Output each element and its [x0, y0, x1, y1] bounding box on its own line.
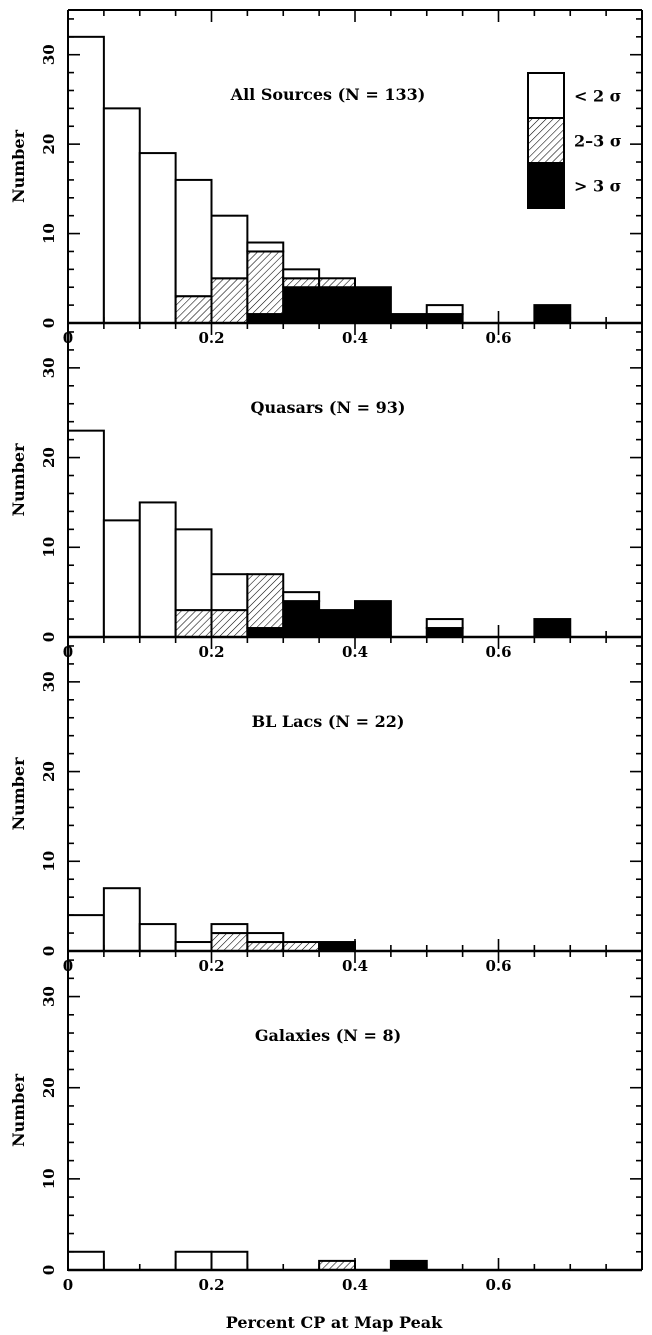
- bar-gt3-bin-7: [318, 286, 356, 325]
- bar-lt2-bin-10: [425, 304, 464, 316]
- bar-lt2-bin-3: [174, 178, 213, 298]
- y-tick-label: 0: [40, 1265, 58, 1275]
- y-tick-label: 20: [40, 447, 58, 468]
- legend-label: < 2 σ: [574, 87, 621, 106]
- x-tick-label: 0.4: [342, 1276, 368, 1294]
- x-tick-label: 0.2: [198, 1276, 224, 1294]
- y-tick-label: 20: [40, 761, 58, 782]
- bar-lt2-bin-4: [210, 573, 249, 612]
- y-tick-label: 30: [40, 44, 58, 65]
- y-tick-label: 20: [40, 1077, 58, 1098]
- y-tick-label: 10: [40, 851, 58, 872]
- x-tick-label: 0.2: [198, 957, 224, 975]
- bar-lt2-bin-4: [210, 923, 249, 935]
- bar-mid-bin-5: [246, 573, 285, 630]
- x-tick-label: 0.4: [342, 643, 368, 661]
- bar-mid-bin-6: [282, 941, 321, 952]
- bar-lt2-bin-1: [102, 887, 141, 953]
- x-tick-label: 0.6: [485, 329, 511, 347]
- bar-lt2-bin-10: [425, 618, 464, 630]
- bar-gt3-bin-7: [318, 609, 356, 638]
- x-tick-label: 0.6: [485, 643, 511, 661]
- bar-mid-bin-4: [210, 277, 249, 324]
- y-tick-label: 0: [40, 946, 58, 956]
- bar-gt3-bin-13: [533, 304, 572, 325]
- bar-lt2-bin-5: [246, 932, 285, 944]
- bar-mid-bin-7: [318, 1259, 356, 1272]
- bar-lt2-bin-6: [282, 591, 321, 603]
- x-tick-label: 0.4: [342, 957, 368, 975]
- bar-gt3-bin-5: [246, 627, 285, 638]
- bar-gt3-bin-6: [282, 286, 321, 325]
- x-axis-label: Percent CP at Map Peak: [226, 1313, 443, 1332]
- bar-lt2-bin-4: [210, 1250, 249, 1272]
- legend-label: 2–3 σ: [574, 132, 622, 151]
- bar-mid-bin-7: [318, 277, 356, 289]
- bar-gt3-bin-7: [318, 941, 356, 952]
- bar-gt3-bin-9: [389, 1259, 428, 1272]
- bar-lt2-bin-1: [102, 107, 141, 324]
- bar-lt2-bin-0: [67, 429, 105, 638]
- legend-swatch: [527, 72, 565, 119]
- bar-mid-bin-5: [246, 941, 285, 952]
- bar-lt2-bin-1: [102, 519, 141, 638]
- bar-lt2-bin-6: [282, 268, 321, 280]
- y-tick-label: 30: [40, 986, 58, 1007]
- bar-gt3-bin-10: [425, 313, 464, 324]
- bar-gt3-bin-9: [389, 313, 428, 324]
- x-tick-label: 0.6: [485, 1276, 511, 1294]
- y-tick-label: 0: [40, 632, 58, 642]
- bar-lt2-bin-3: [174, 1250, 213, 1272]
- y-tick-label: 30: [40, 671, 58, 692]
- panel-title: BL Lacs (N = 22): [252, 712, 405, 731]
- bar-mid-bin-3: [174, 609, 213, 638]
- panel-4: 0 10 20 30 0 0.2 0.4 0.6 Galaxies (N = 8) Number P…: [9, 951, 643, 1332]
- x-tick-label: 0.2: [198, 643, 224, 661]
- x-tick-label: 0.6: [485, 957, 511, 975]
- legend-label: > 3 σ: [574, 177, 621, 196]
- y-axis-label: Number: [9, 443, 28, 517]
- bar-mid-bin-5: [246, 250, 285, 316]
- legend-swatch: [527, 162, 565, 209]
- panel-title: Galaxies (N = 8): [255, 1026, 401, 1045]
- bar-lt2-bin-4: [210, 214, 249, 280]
- y-tick-label: 10: [40, 537, 58, 558]
- bar-lt2-bin-0: [67, 1250, 105, 1272]
- y-tick-label: 30: [40, 357, 58, 378]
- y-tick-label: 10: [40, 1168, 58, 1189]
- bar-lt2-bin-2: [138, 501, 177, 638]
- bar-gt3-bin-5: [246, 313, 285, 324]
- legend-swatch: [527, 117, 565, 164]
- bar-mid-bin-4: [210, 609, 249, 638]
- bar-gt3-bin-10: [425, 627, 464, 638]
- bar-mid-bin-6: [282, 277, 321, 289]
- bar-gt3-bin-6: [282, 600, 321, 638]
- bar-gt3-bin-8: [354, 600, 392, 638]
- y-axis-label: Number: [9, 129, 28, 203]
- y-tick-label: 0: [40, 318, 58, 328]
- y-tick-label: 10: [40, 223, 58, 244]
- bar-lt2-bin-2: [138, 923, 177, 952]
- bar-mid-bin-4: [210, 932, 249, 952]
- bar-gt3-bin-13: [533, 618, 572, 638]
- bar-lt2-bin-2: [138, 152, 177, 324]
- y-axis-label: Number: [9, 1073, 28, 1147]
- bar-gt3-bin-8: [354, 286, 392, 325]
- bar-lt2-bin-3: [174, 941, 213, 952]
- x-tick-label: 0.2: [198, 329, 224, 347]
- y-tick-label: 20: [40, 134, 58, 155]
- panel-title: All Sources (N = 133): [230, 85, 426, 104]
- x-tick-label: 0.4: [342, 329, 368, 347]
- legend: < 2 σ 2–3 σ > 3 σ: [527, 72, 622, 209]
- panel-title: Quasars (N = 93): [251, 398, 406, 417]
- bar-lt2-bin-5: [246, 241, 285, 253]
- x-tick-label: 0: [63, 1276, 73, 1294]
- bar-lt2-bin-3: [174, 528, 213, 612]
- bar-mid-bin-3: [174, 295, 213, 324]
- y-axis-label: Number: [9, 757, 28, 831]
